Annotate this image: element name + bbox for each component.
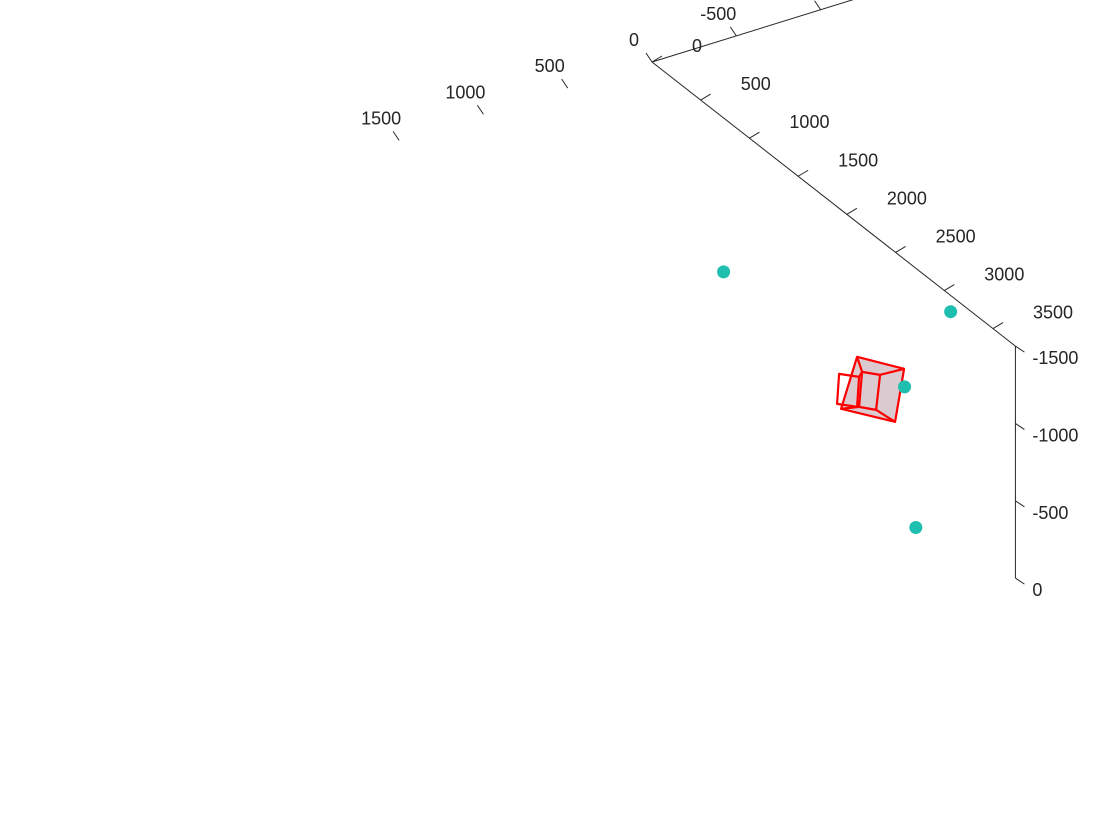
ticks-layer: -1500 -1000 -500 0 500 1000 1500 0 500 1000 1500 20… [361,0,1078,600]
points-layer [717,265,958,534]
y-tick-mark [749,131,760,139]
camera-frustum-edge [875,408,896,423]
y-tick-mark [700,93,711,101]
z-tick-mark [1015,423,1025,430]
camera-body-edge [858,371,864,378]
z-tick-label: 0 [1032,580,1042,600]
y-tick-mark [992,322,1004,330]
x-tick-mark [814,0,822,11]
camera-frustum-edge [856,356,864,373]
data-point [909,520,923,534]
y-tick-mark [846,207,858,215]
y-tick-label: 2000 [887,188,927,208]
y-tick-mark [651,55,663,63]
x-tick-mark [645,52,653,63]
y-tick-mark [895,245,906,253]
x-tick-label: 0 [629,30,639,50]
camera-frustum-edge [840,405,860,410]
x-tick-mark [561,78,569,89]
camera-icon [835,355,906,423]
y-tick-mark [797,169,809,177]
z-tick-mark [1015,345,1025,353]
data-point [944,305,958,319]
y-axis-line [651,61,1016,347]
y-tick-label: 500 [741,74,771,94]
y-tick-mark [944,284,955,291]
y-tick-label: 2500 [936,226,976,246]
z-tick-label: -1000 [1032,425,1078,445]
z-tick-mark [1015,500,1025,508]
x-tick-mark [392,131,400,141]
camera-frustum-edge [879,367,905,376]
y-tick-label: 1000 [789,112,829,132]
x-tick-label: 1500 [361,108,401,128]
x-tick-label: 1000 [445,82,485,102]
x-tick-label: 500 [535,56,565,76]
z-tick-mark [1015,577,1025,585]
x-tick-mark [729,26,737,37]
z-tick-label: -500 [1032,503,1068,523]
y-tick-label: 3500 [1033,303,1073,323]
axes-layer [651,0,1016,579]
x-tick-label: -500 [700,4,736,24]
y-tick-label: 1500 [838,150,878,170]
data-point [898,380,912,394]
y-tick-label: 0 [692,36,702,56]
x-tick-mark [476,104,484,115]
data-point [717,265,731,279]
y-tick-label: 3000 [984,265,1024,285]
z-tick-label: -1500 [1032,348,1078,368]
